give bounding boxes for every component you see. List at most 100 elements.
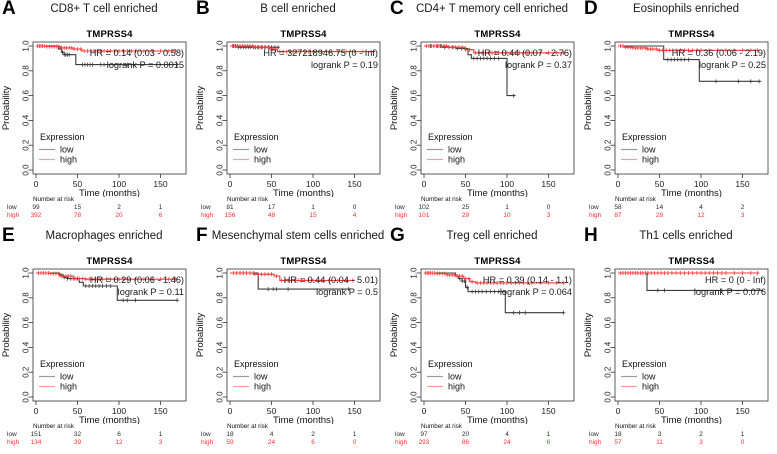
risk-count: 81 bbox=[226, 204, 234, 211]
risk-row-high: high 87 28 12 3 bbox=[582, 212, 776, 219]
plot-box bbox=[614, 41, 769, 175]
plot-box bbox=[420, 41, 575, 175]
y-tick-label: 0.0 bbox=[22, 391, 31, 403]
risk-row-label: low bbox=[589, 204, 599, 211]
panel-title-text: B cell enriched bbox=[260, 3, 336, 15]
risk-count: 1 bbox=[311, 204, 315, 211]
risk-count: 1 bbox=[546, 431, 551, 438]
plot-box bbox=[614, 268, 769, 402]
y-tick-label: 0.8 bbox=[216, 292, 225, 304]
hr-annotation: HR = 0.44 (0.04 - 5.01) bbox=[284, 275, 378, 285]
risk-count: 32 bbox=[73, 431, 82, 438]
y-tick-label: 0.0 bbox=[410, 391, 419, 403]
risk-count: 134 bbox=[30, 439, 42, 446]
legend-label-high: high bbox=[254, 155, 271, 165]
y-tick-label: 0.2 bbox=[604, 366, 613, 378]
risk-row-label: low bbox=[7, 431, 17, 438]
y-tick-label: 0.6 bbox=[216, 89, 225, 101]
risk-count: 29 bbox=[461, 212, 470, 219]
x-tick-label: 150 bbox=[153, 179, 167, 189]
y-tick-label: 0.4 bbox=[604, 341, 613, 353]
x-tick-label: 50 bbox=[73, 179, 83, 189]
logrank-annotation: logrank P = 0.076 bbox=[694, 287, 766, 297]
x-tick-label: 150 bbox=[347, 179, 361, 189]
y-tick-label: 0.6 bbox=[410, 316, 419, 328]
km-plot: 0.0 0.2 0.4 0.6 0.8 1.0 Probability 0 50 100 150 Ti… bbox=[1, 40, 187, 197]
x-tick-label: 150 bbox=[541, 179, 555, 189]
risk-count: 101 bbox=[418, 212, 430, 219]
panel-title: Treg cell enriched bbox=[404, 230, 580, 243]
hr-annotation: HR = 0.14 (0.03 - 0.58) bbox=[90, 48, 184, 58]
x-tick-label: 50 bbox=[461, 406, 471, 416]
y-tick-label: 0.8 bbox=[410, 292, 419, 304]
number-at-risk-table: Number at risk low 58 14 4 2 high 87 28 12 3 bbox=[582, 196, 776, 227]
legend-title: Expression bbox=[40, 132, 85, 142]
panel-title: B cell enriched bbox=[210, 3, 386, 16]
risk-row-high: high 59 24 6 0 bbox=[194, 439, 388, 446]
gene-name: TMPRSS4 bbox=[280, 256, 327, 267]
risk-count: 3 bbox=[657, 431, 662, 438]
hr-annotation: HR = 0 (0 - Inf) bbox=[705, 275, 766, 285]
number-at-risk-title: Number at risk bbox=[421, 423, 462, 430]
number-at-risk-table: Number at risk low 151 32 6 1 high 134 39 12 3 bbox=[0, 423, 194, 454]
panel-title-text: Treg cell enriched bbox=[446, 230, 538, 242]
number-at-risk-title: Number at risk bbox=[227, 196, 268, 203]
y-tick-label: 1.0 bbox=[410, 40, 419, 52]
risk-count: 0 bbox=[546, 204, 551, 211]
legend-label-low: low bbox=[60, 145, 74, 155]
y-tick-label: 0.8 bbox=[216, 65, 225, 77]
risk-count: 48 bbox=[267, 212, 276, 219]
x-tick-label: 0 bbox=[228, 406, 233, 416]
risk-row-label: high bbox=[395, 439, 408, 446]
risk-row-label: high bbox=[7, 212, 20, 219]
y-tick-label: 0.0 bbox=[410, 164, 419, 176]
legend-label-high: high bbox=[60, 155, 77, 165]
hr-annotation: HR = 327218946.75 (0 - Inf) bbox=[263, 48, 378, 58]
km-panel-D: D Eosinophils enriched TMPRSS4 0.0 0.2 0.4 0.6… bbox=[582, 0, 776, 227]
risk-count: 1 bbox=[505, 204, 509, 211]
y-tick-label: 0.6 bbox=[410, 89, 419, 101]
y-tick-label: 0.8 bbox=[604, 65, 613, 77]
risk-row-label: high bbox=[395, 212, 408, 219]
risk-count: 2 bbox=[117, 204, 121, 211]
risk-count: 6 bbox=[117, 431, 121, 438]
km-plot: 0.0 0.2 0.4 0.6 0.8 1.0 Probability 0 50 100 150 Ti… bbox=[583, 267, 769, 424]
y-tick-label: 0.2 bbox=[604, 139, 613, 151]
panel-title: CD8+ T cell enriched bbox=[16, 3, 192, 16]
logrank-annotation: logrank P = 0.37 bbox=[505, 60, 572, 70]
km-panel-H: H Th1 cells enriched TMPRSS4 0.0 0.2 0.4 0.6 0.… bbox=[582, 227, 776, 454]
risk-count: 15 bbox=[309, 212, 317, 219]
risk-count: 0 bbox=[740, 439, 745, 446]
km-panel-E: E Macrophages enriched TMPRSS4 0.0 0.2 0.4 0.6… bbox=[0, 227, 194, 454]
panel-title-text: Mesenchymal stem cells enriched bbox=[211, 230, 385, 242]
risk-row-high: high 392 78 20 6 bbox=[0, 212, 194, 219]
y-tick-label: 0.4 bbox=[22, 114, 31, 126]
x-tick-label: 0 bbox=[422, 179, 427, 189]
y-tick-label: 1.0 bbox=[22, 40, 31, 52]
x-tick-label: 100 bbox=[306, 179, 320, 189]
panel-title-text: CD8+ T cell enriched bbox=[50, 3, 158, 15]
risk-count: 18 bbox=[614, 431, 622, 438]
y-tick-label: 0.4 bbox=[410, 114, 419, 126]
gene-name: TMPRSS4 bbox=[668, 256, 715, 267]
legend-title: Expression bbox=[428, 132, 473, 142]
km-curve-high bbox=[230, 272, 355, 281]
x-axis-label: Time (months) bbox=[273, 415, 334, 424]
y-tick-label: 0.6 bbox=[604, 89, 613, 101]
y-tick-label: 0.0 bbox=[604, 391, 613, 403]
number-at-risk-title: Number at risk bbox=[615, 196, 656, 203]
x-tick-label: 100 bbox=[694, 406, 708, 416]
legend-label-high: high bbox=[448, 382, 465, 392]
y-tick-label: 0.2 bbox=[410, 139, 419, 151]
panel-title-text: Th1 cells enriched bbox=[639, 230, 733, 242]
risk-row-high: high 293 86 24 6 bbox=[388, 439, 582, 446]
number-at-risk-table: Number at risk low 99 15 2 1 high 392 78 20 6 bbox=[0, 196, 194, 227]
risk-count: 156 bbox=[224, 212, 236, 219]
risk-count: 0 bbox=[352, 439, 357, 446]
risk-row-label: low bbox=[201, 431, 211, 438]
x-tick-label: 50 bbox=[73, 406, 83, 416]
risk-count: 4 bbox=[505, 431, 509, 438]
panel-letter: E bbox=[2, 227, 15, 246]
y-tick-label: 0.2 bbox=[22, 366, 31, 378]
x-axis-label: Time (months) bbox=[661, 188, 722, 197]
